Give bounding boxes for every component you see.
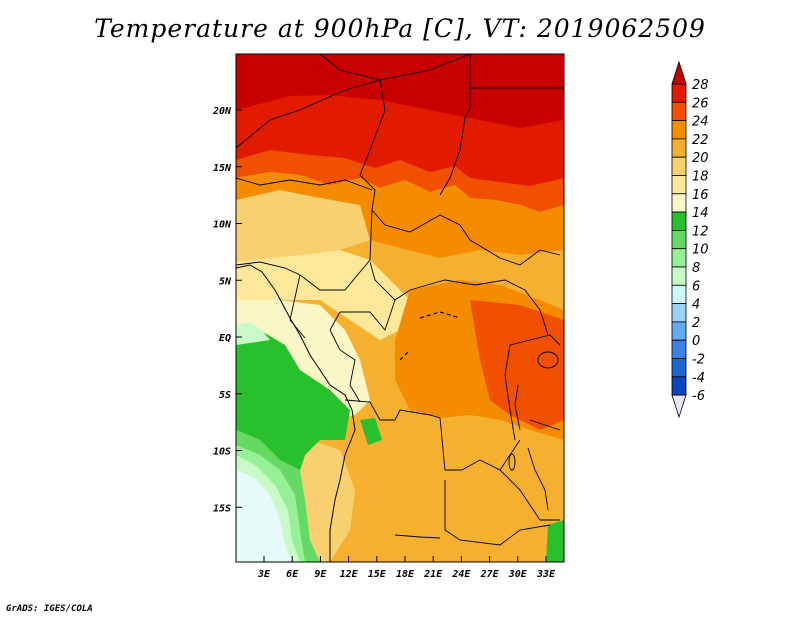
colorbar-swatch <box>671 358 687 378</box>
colorbar-label: -2 <box>692 353 705 368</box>
footer-credit: GrADS: IGES/COLA <box>6 604 93 614</box>
colorbar-label: 6 <box>692 279 700 294</box>
colorbar-label: 16 <box>692 188 709 203</box>
map-title: Temperature at 900hPa [C], VT: 201906250… <box>94 14 706 43</box>
lon-tick-label: 27E <box>480 569 500 580</box>
colorbar-swatch <box>671 101 687 122</box>
lat-tick-label: 10N <box>213 220 232 231</box>
lat-tick-label: 10S <box>213 447 231 458</box>
colorbar-label: 26 <box>692 96 709 111</box>
colorbar-label: 4 <box>692 298 700 313</box>
lat-tick-label: 20N <box>212 106 232 117</box>
colorbar-label: -4 <box>692 371 705 386</box>
colorbar-swatch <box>671 229 687 250</box>
colorbar-label: 8 <box>692 261 700 276</box>
colorbar-label: 24 <box>692 115 709 130</box>
lon-tick-label: 18E <box>396 569 415 580</box>
lat-tick-label: 5S <box>219 390 231 401</box>
colorbar-swatch <box>671 83 687 103</box>
lat-tick-label: 15S <box>213 503 231 514</box>
lon-tick-label: 30E <box>508 569 528 580</box>
colorbar-label: 14 <box>692 206 709 221</box>
colorbar-swatch <box>671 175 687 195</box>
colorbar-bottom-arrow <box>671 394 687 419</box>
colorbar-label: 12 <box>692 224 709 239</box>
lat-tick-label: 5N <box>219 276 232 287</box>
lon-tick-label: 15E <box>368 569 387 580</box>
colorbar-label: 18 <box>692 170 709 185</box>
lon-tick-label: 3E <box>257 569 271 580</box>
map-frame <box>235 53 565 563</box>
colorbar-swatch <box>671 303 687 323</box>
colorbar-label: 28 <box>692 78 709 93</box>
colorbar-label: 2 <box>692 316 700 331</box>
colorbar-swatch <box>671 284 687 304</box>
colorbar-swatch <box>671 138 687 158</box>
colorbar-label: 20 <box>692 151 709 166</box>
colorbar-swatch <box>671 248 687 268</box>
lon-tick-label: 6E <box>286 569 299 580</box>
colorbar-swatch <box>671 156 687 176</box>
lon-tick-label: 9E <box>314 569 327 580</box>
lon-tick-label: 33E <box>536 569 556 580</box>
lon-tick-label: 12E <box>340 569 359 580</box>
colorbar-swatch <box>671 266 687 286</box>
colorbar-label: -6 <box>692 389 705 404</box>
colorbar-swatch <box>671 376 687 396</box>
colorbar-swatch <box>671 211 687 231</box>
lat-tick-label: 15N <box>213 163 232 174</box>
latitude-axis: 20N 15N 10N 5N EQ 5S 10S 15S <box>212 106 242 514</box>
colorbar-swatch <box>671 120 687 140</box>
colorbar-swatch <box>671 339 687 359</box>
lat-tick-label: EQ <box>219 333 231 344</box>
colorbar-top-arrow <box>671 60 687 85</box>
lon-tick-label: 21E <box>423 569 443 580</box>
temperature-field <box>236 54 564 562</box>
lon-tick-label: 24E <box>451 569 471 580</box>
colorbar-label: 0 <box>692 334 700 349</box>
colorbar-label: 10 <box>692 243 709 258</box>
colorbar-swatch <box>671 193 687 213</box>
longitude-axis: 3E 6E 9E 12E 15E 18E 21E 24E 27E 30E 33E <box>257 556 556 580</box>
colorbar-swatch <box>671 321 687 341</box>
colorbar-label: 22 <box>692 133 709 148</box>
